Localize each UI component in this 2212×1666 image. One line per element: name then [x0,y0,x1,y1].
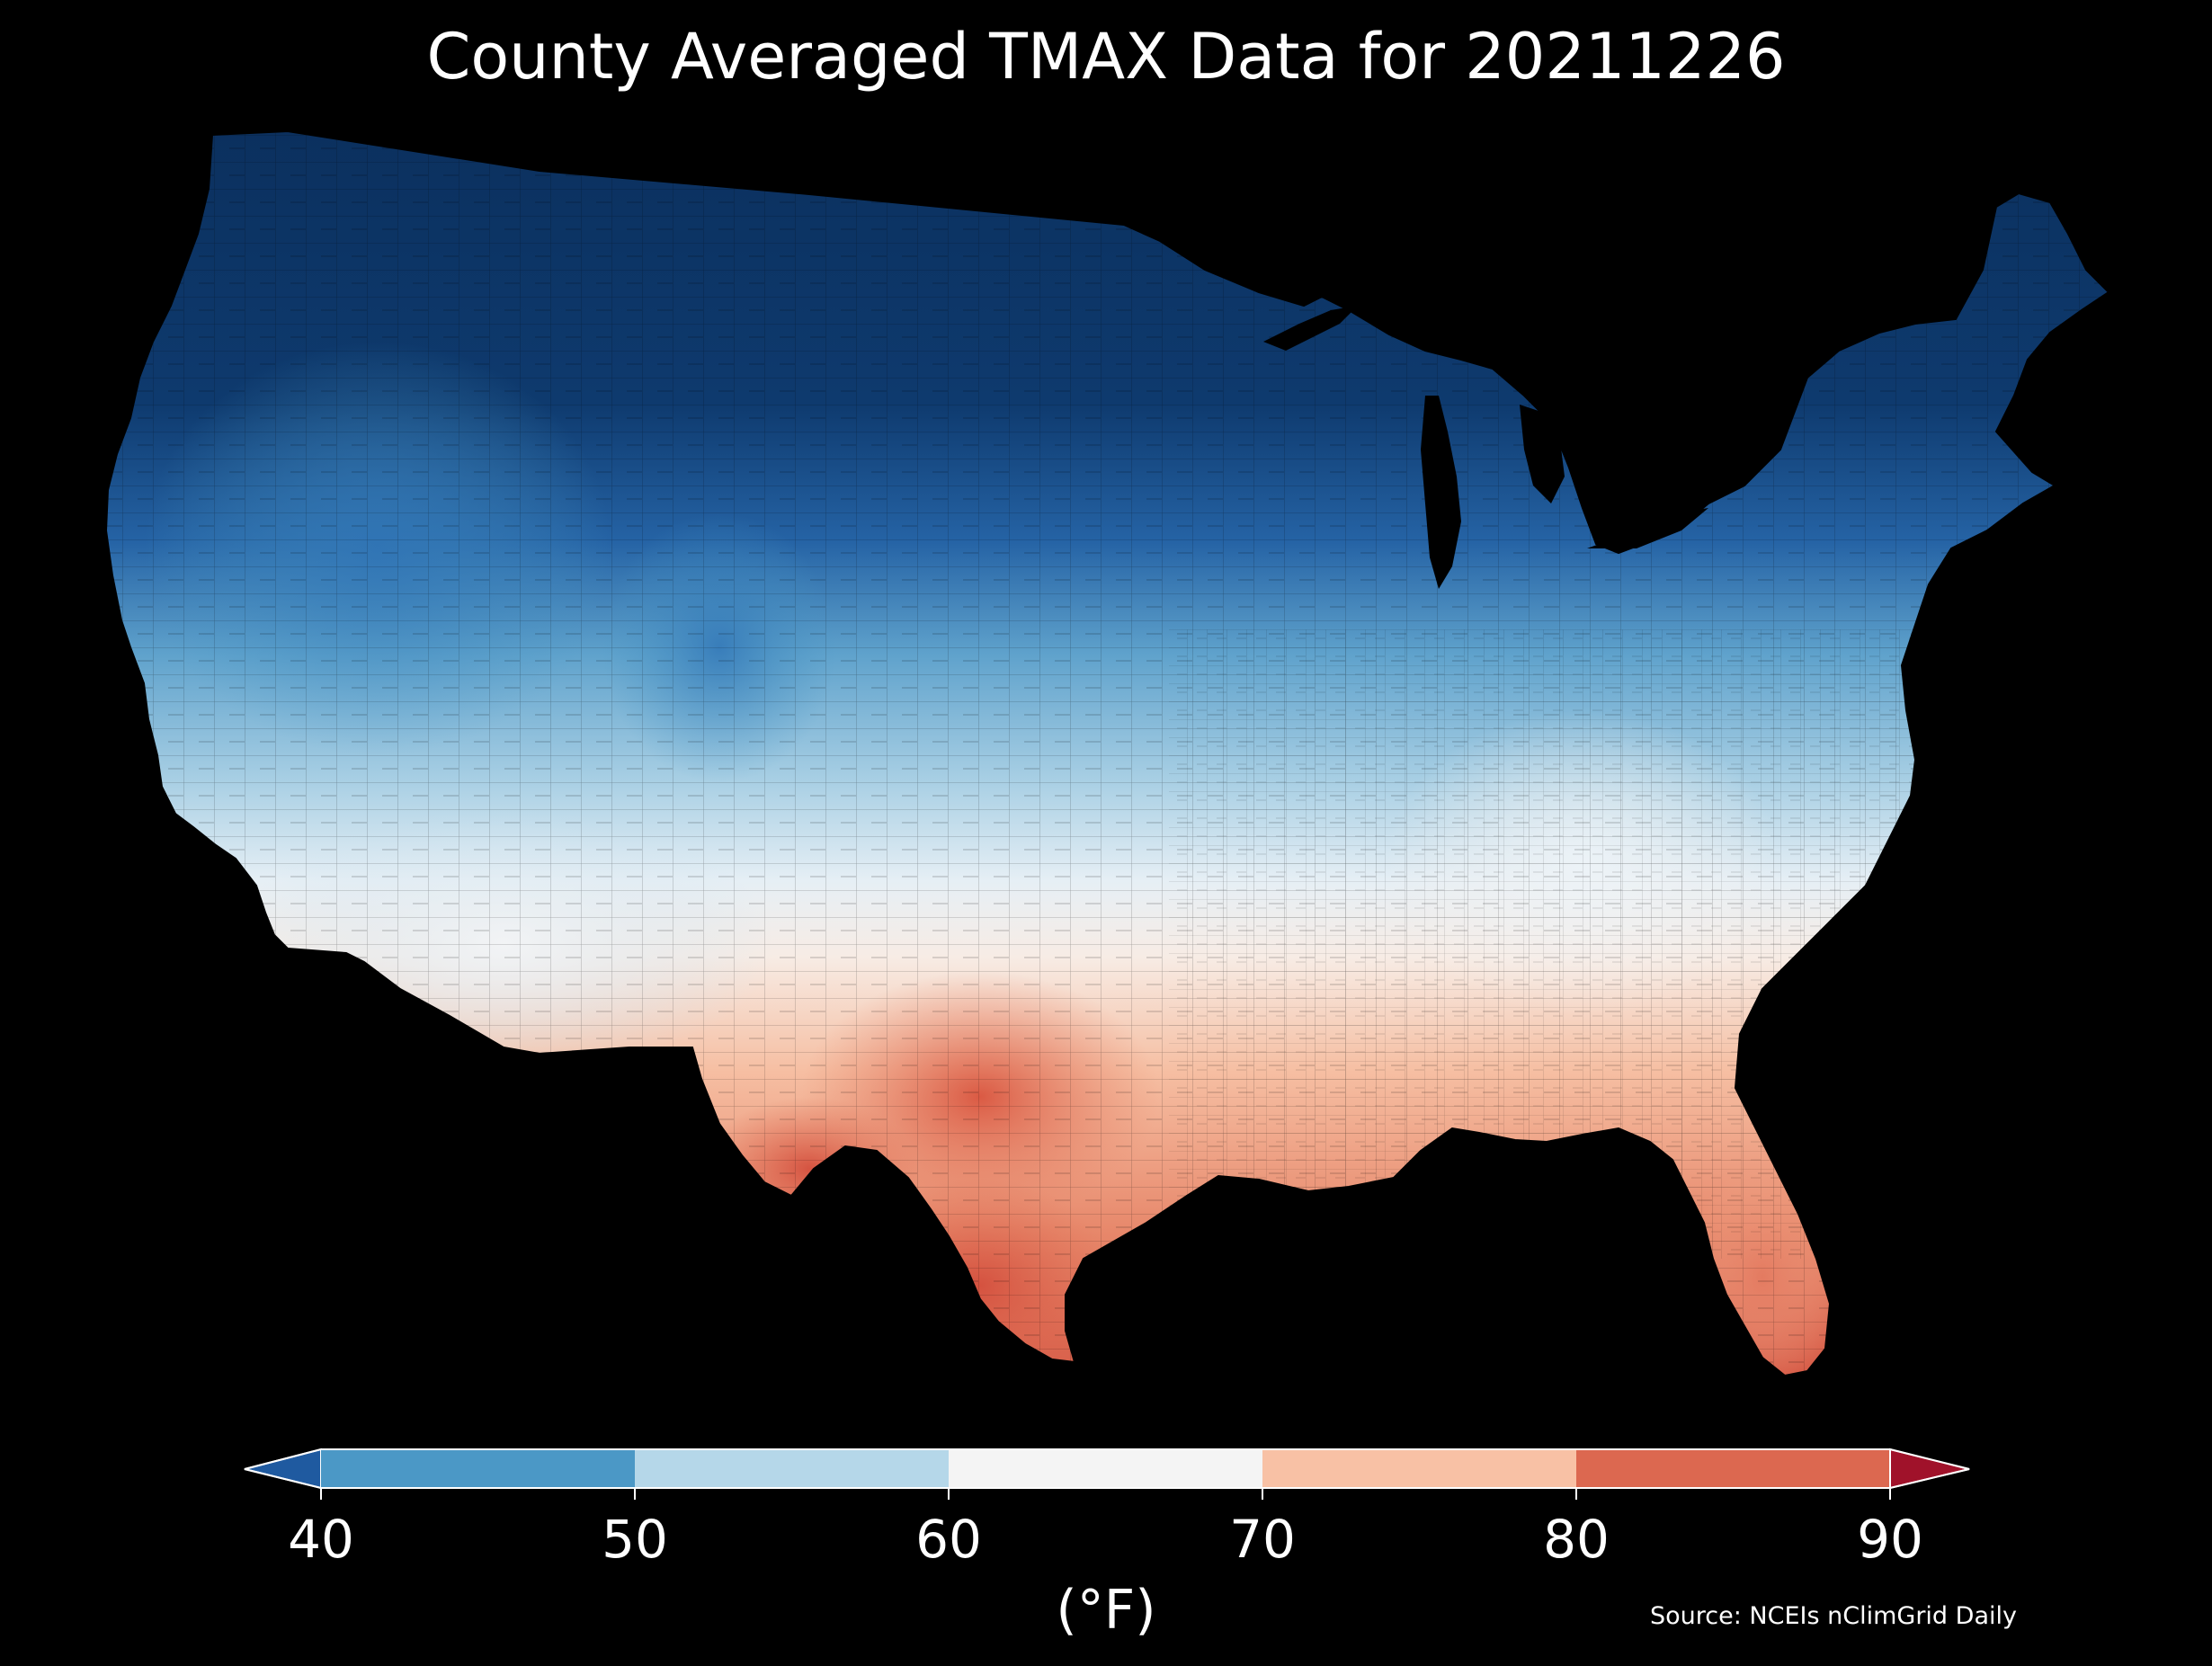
colorbar-tick-label: 60 [915,1509,982,1570]
lake-erie [1587,508,1708,548]
colorbar-tick-label: 40 [288,1509,354,1570]
colorbar [244,1448,1970,1500]
county-boundaries-east [1169,629,2068,1259]
us-counties-fill [106,131,2109,1376]
colorbar-bin-50-60 [635,1449,949,1488]
colorbar-tick-label: 70 [1229,1509,1296,1570]
lake-superior [1263,306,1358,351]
colorbar-unit-label: (°F) [1056,1579,1156,1642]
source-caption: Source: NCEIs nClimGrid Daily [1650,1602,2017,1630]
colorbar-tick-label: 80 [1543,1509,1610,1570]
colorbar-bin-70-80 [1262,1449,1576,1488]
colorbar-tick-label: 90 [1857,1509,1923,1570]
lake-huron [1520,405,1565,503]
great-lakes [1263,306,1708,589]
colorbar-arrow-high [1889,1448,1970,1490]
colorbar-bin-80-90 [1576,1449,1890,1488]
colorbar-bin-60-70 [949,1449,1262,1488]
lake-michigan [1421,396,1461,589]
colorbar-arrow-low [244,1448,322,1490]
colorbar-bin-40-50 [321,1449,635,1488]
map-title: County Averaged TMAX Data for 20211226 [426,20,1786,94]
colorbar-tick-label: 50 [602,1509,668,1570]
